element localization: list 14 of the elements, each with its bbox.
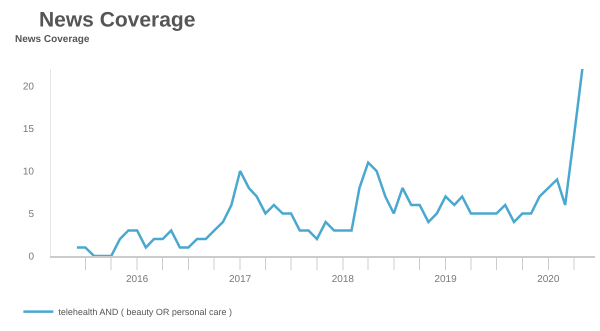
y-tick-label: 0 <box>28 252 34 262</box>
legend-label: telehealth AND ( beauty OR personal care ) <box>58 307 232 318</box>
y-axis-title: News Coverage <box>15 34 90 45</box>
y-tick-label: 15 <box>22 124 34 135</box>
chart-title: News Coverage <box>39 8 196 32</box>
x-tick-label: 2017 <box>228 274 252 285</box>
line-series <box>76 69 584 256</box>
x-tick-label: 2020 <box>537 274 560 285</box>
y-tick-label: 10 <box>22 166 34 178</box>
y-tick-label: 20 <box>22 82 34 92</box>
x-tick-label: 2016 <box>126 274 149 285</box>
y-tick-label: 5 <box>28 209 34 220</box>
x-tick-label: 2018 <box>332 274 354 285</box>
x-tick-label: 2019 <box>434 274 458 285</box>
